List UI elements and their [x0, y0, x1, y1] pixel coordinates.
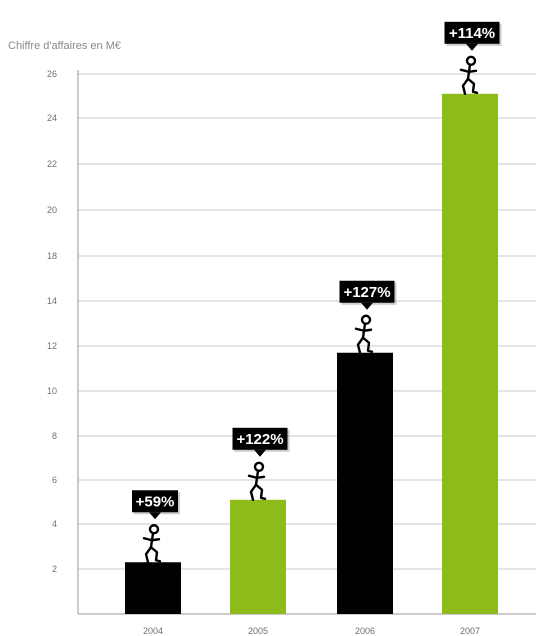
- climbing-stick-figure-icon: [354, 314, 374, 354]
- y-tick-label: 6: [52, 475, 57, 485]
- x-axis-ticks: 2004 2005 2006 2007: [143, 626, 480, 636]
- y-tick-label: 8: [52, 431, 57, 441]
- y-tick-label: 18: [47, 251, 57, 261]
- growth-badge: +122%: [232, 427, 290, 457]
- y-tick-label: 12: [47, 341, 57, 351]
- x-tick-label: 2005: [248, 626, 268, 636]
- x-tick-label: 2007: [460, 626, 480, 636]
- bar-2005: [230, 499, 286, 614]
- climbing-stick-figure-icon: [459, 55, 479, 96]
- y-tick-label: 14: [47, 296, 57, 306]
- y-tick-label: 24: [47, 113, 57, 123]
- y-tick-label: 10: [47, 386, 57, 396]
- y-tick-label: 26: [47, 69, 57, 79]
- growth-badge: +114%: [444, 21, 502, 51]
- growth-label: +59%: [136, 493, 175, 510]
- bar-2006: [337, 352, 393, 614]
- growth-label: +127%: [343, 284, 390, 301]
- bar-2004: [125, 562, 181, 614]
- y-tick-label: 22: [47, 159, 57, 169]
- growth-badge: +127%: [339, 280, 397, 310]
- climbing-figures: [142, 55, 479, 564]
- y-tick-label: 2: [52, 564, 57, 574]
- bars: [125, 93, 498, 615]
- climbing-stick-figure-icon: [247, 461, 267, 501]
- y-tick-label: 4: [52, 519, 57, 529]
- growth-label: +114%: [449, 25, 495, 42]
- x-tick-label: 2006: [355, 626, 375, 636]
- bar-2007: [442, 93, 498, 615]
- climbing-stick-figure-icon: [142, 524, 162, 564]
- growth-badges: +59% +122% +127% +114%: [132, 21, 502, 520]
- growth-badge: +59%: [132, 490, 180, 520]
- y-tick-label: 20: [47, 205, 57, 215]
- x-tick-label: 2004: [143, 626, 163, 636]
- growth-label: +122%: [236, 431, 283, 448]
- y-axis-title: Chiffre d'affaires en M€: [8, 40, 121, 52]
